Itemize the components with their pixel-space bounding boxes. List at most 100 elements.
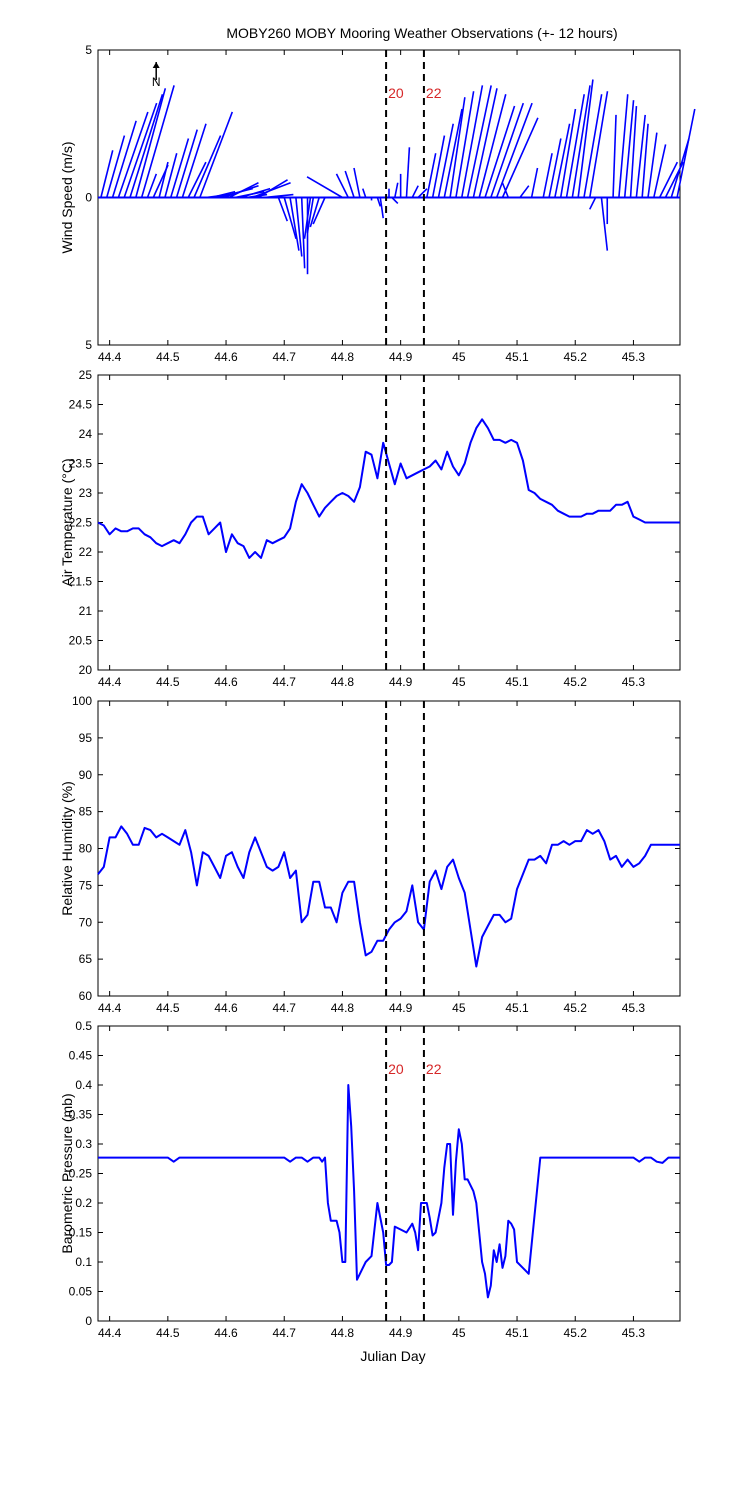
x-tick-label: 44.8 [331, 1326, 355, 1340]
wind-stick [376, 197, 382, 207]
wind-stick [362, 188, 367, 198]
wind-stick [501, 182, 510, 198]
wind-stick [405, 147, 411, 198]
wind-stick [455, 91, 475, 198]
wind-stick [641, 123, 649, 198]
x-tick-label: 45 [452, 1001, 466, 1015]
x-tick-label: 45 [452, 350, 466, 364]
marker-label: 22 [426, 1061, 442, 1077]
marker-label: 22 [426, 85, 442, 101]
wind-stick [100, 150, 114, 198]
wind-stick [193, 135, 222, 198]
x-tick-label: 45 [452, 675, 466, 689]
x-tick-label: 45.2 [564, 350, 588, 364]
marker-label: 20 [388, 1061, 404, 1077]
wind-stick [472, 88, 498, 198]
y-tick-label: 0.15 [69, 1226, 93, 1240]
y-tick-label: 60 [79, 989, 93, 1003]
wind-stick [495, 102, 533, 198]
y-axis-label: Relative Humidity (%) [59, 781, 75, 916]
wind-stick [228, 182, 259, 199]
wind-stick [283, 197, 297, 240]
y-tick-label: 0.35 [69, 1108, 93, 1122]
wind-stick [394, 182, 399, 198]
figure-title: MOBY260 MOBY Mooring Weather Observation… [226, 25, 617, 41]
wind-stick [647, 132, 658, 198]
wind-stick [353, 167, 361, 198]
wind-stick [117, 111, 149, 198]
wind-stick [565, 94, 585, 198]
wind-stick [199, 111, 234, 198]
wind-stick [658, 161, 679, 198]
wind-stick [623, 100, 635, 198]
x-tick-label: 45.3 [622, 675, 646, 689]
y-tick-label: 0.1 [75, 1255, 92, 1269]
y-tick-label: 0.3 [75, 1137, 92, 1151]
y-tick-label: 75 [79, 878, 93, 892]
x-tick-label: 45.1 [505, 1326, 529, 1340]
x-tick-label: 44.4 [98, 1326, 122, 1340]
wind-stick [548, 138, 562, 198]
x-tick-label: 45.3 [622, 1001, 646, 1015]
wind-stick [417, 188, 428, 199]
y-tick-label: 5 [85, 338, 92, 352]
wind-stick [164, 153, 178, 198]
wind-stick [559, 108, 577, 198]
x-tick-label: 44.4 [98, 1001, 122, 1015]
wind-stick [306, 176, 343, 199]
wind-stick [169, 138, 190, 198]
x-tick-label: 45.3 [622, 350, 646, 364]
wind-stick [437, 123, 455, 198]
y-tick-label: 70 [79, 915, 93, 929]
x-tick-label: 45.1 [505, 1001, 529, 1015]
wind-stick [411, 185, 419, 198]
wind-stick [309, 197, 320, 228]
series-line [97, 418, 680, 559]
wind-stick [466, 85, 492, 198]
y-tick-label: 24 [79, 427, 93, 441]
x-tick-label: 44.7 [273, 1001, 297, 1015]
wind-stick [571, 85, 591, 198]
wind-stick [289, 197, 300, 251]
y-axis-label: Barometric Pressure (mb) [59, 1093, 75, 1253]
panel-1: 44.4 44.5 44.6 44.7 44.8 44.9 45 45.1 45.2 45.3 5 0… [59, 43, 696, 364]
y-tick-label: 22 [79, 545, 93, 559]
wind-stick [670, 138, 690, 198]
y-tick-label: 0.2 [75, 1196, 92, 1210]
y-axis-label: Wind Speed (m/s) [59, 141, 75, 253]
wind-stick [158, 161, 169, 198]
x-tick-label: 45.2 [564, 1001, 588, 1015]
wind-stick [146, 173, 158, 198]
x-tick-label: 44.9 [389, 675, 413, 689]
x-tick-label: 45.2 [564, 675, 588, 689]
wind-stick [111, 120, 137, 198]
wind-stick [600, 197, 609, 251]
wind-stick [618, 94, 629, 198]
wind-stick [588, 197, 597, 210]
x-tick-label: 45.1 [505, 675, 529, 689]
x-tick-label: 44.4 [98, 675, 122, 689]
wind-stick [312, 197, 326, 225]
wind-stick [629, 105, 638, 198]
y-tick-label: 0.4 [75, 1078, 92, 1092]
x-tick-label: 44.6 [214, 350, 238, 364]
y-tick-label: 24.5 [69, 398, 93, 412]
x-tick-label: 44.9 [389, 1326, 413, 1340]
wind-stick [519, 185, 530, 198]
wind-stick [105, 135, 126, 198]
y-tick-label: 23 [79, 486, 93, 500]
y-tick-label: 22.5 [69, 516, 93, 530]
x-tick-label: 44.6 [214, 1326, 238, 1340]
panel-2: 44.4 44.5 44.6 44.7 44.8 44.9 45 45.1 45.2 45.3 20… [59, 368, 681, 689]
wind-stick [391, 196, 399, 204]
y-tick-label: 20 [79, 663, 93, 677]
wind-stick [501, 117, 539, 198]
panel-4: 44.4 44.5 44.6 44.7 44.8 44.9 45 45.1 45.2 45.3 0 0… [59, 1019, 681, 1340]
y-tick-label: 0.45 [69, 1049, 93, 1063]
y-tick-label: 0.5 [75, 1019, 92, 1033]
y-tick-label: 65 [79, 952, 93, 966]
wind-stick [449, 97, 466, 198]
wind-stick [530, 167, 539, 198]
